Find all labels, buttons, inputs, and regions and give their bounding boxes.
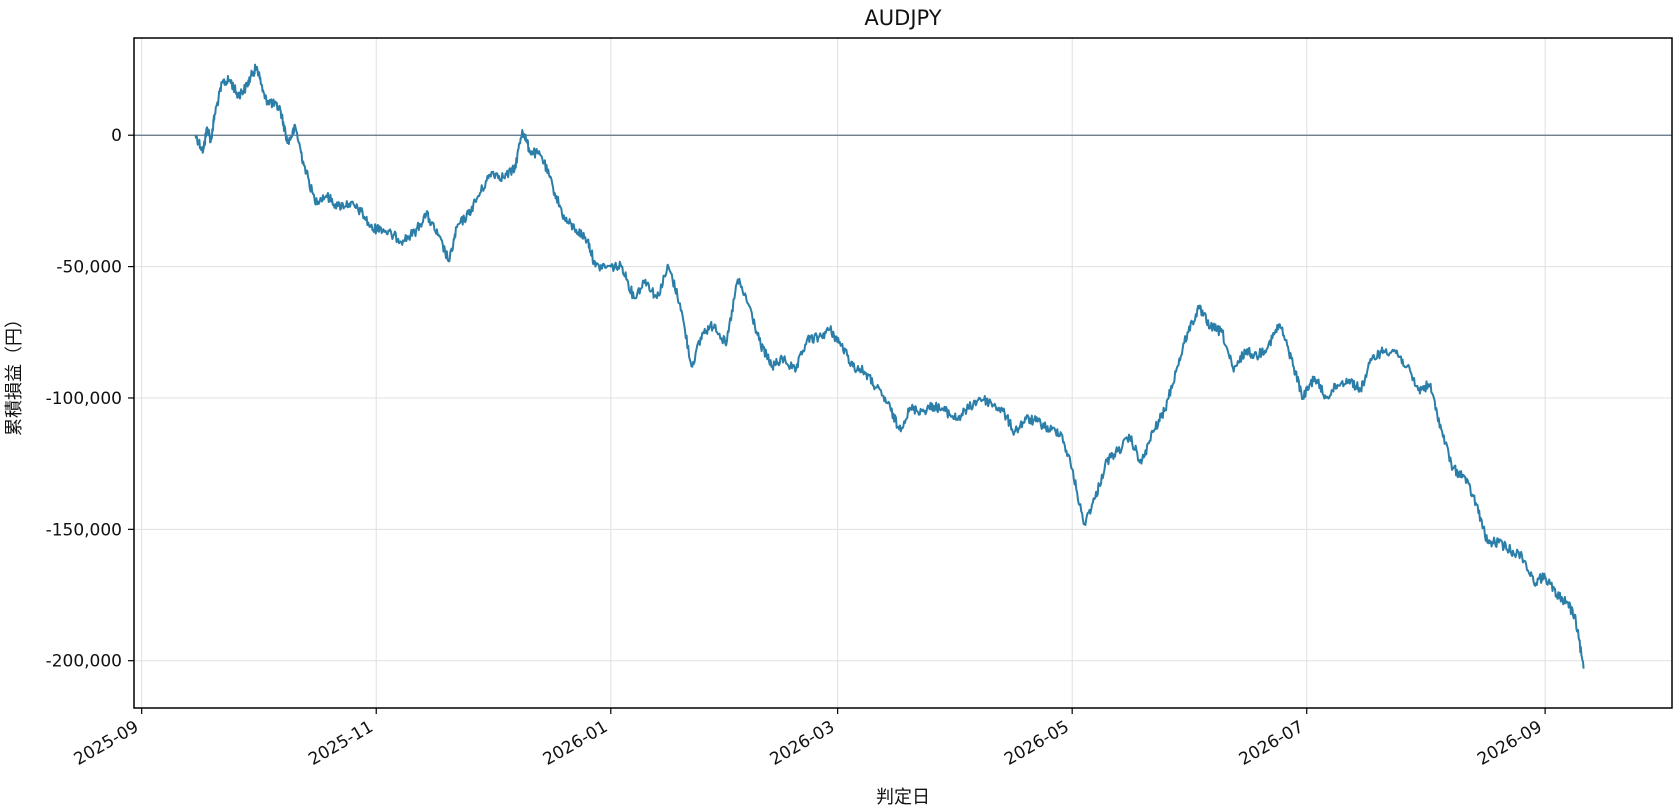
chart-title: AUDJPY <box>864 6 941 30</box>
x-axis-title: 判定日 <box>876 787 930 808</box>
y-tick-label: -100,000 <box>46 389 122 409</box>
grid <box>134 38 1672 708</box>
y-axis-title: 累積損益（円） <box>4 310 25 436</box>
y-tick-label: -50,000 <box>56 258 122 278</box>
y-tick-label: -200,000 <box>46 652 122 672</box>
series-line-audjpy <box>194 63 1585 669</box>
y-tick-label: -150,000 <box>46 520 122 540</box>
y-axis: 0 -50,000 -100,000 -150,000 -200,000 <box>46 126 134 672</box>
y-tick-label: 0 <box>111 126 122 146</box>
plot-frame <box>133 37 1673 709</box>
